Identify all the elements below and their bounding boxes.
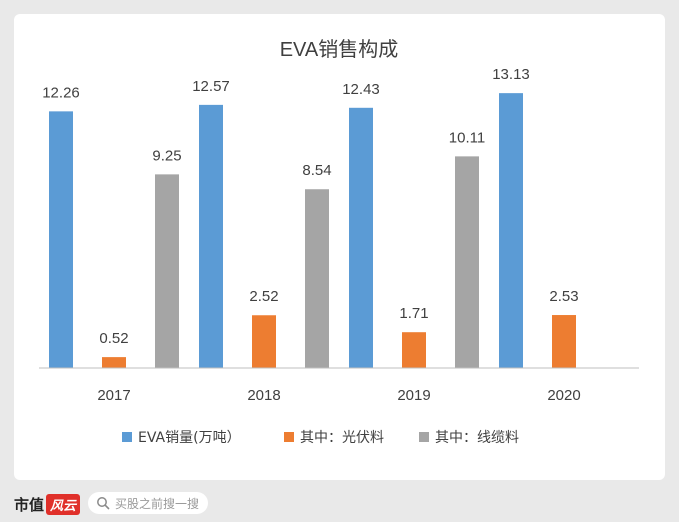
legend-swatch-2	[284, 432, 294, 442]
search-box[interactable]: 买股之前搜一搜	[88, 492, 208, 514]
bar-2019-s2	[402, 332, 426, 368]
legend-swatch-3	[419, 432, 429, 442]
bar-2020-s2	[552, 315, 576, 368]
data-label-2017-s1: 12.26	[42, 84, 80, 101]
data-label-2019-s2: 1.71	[399, 305, 428, 322]
bar-2017-s1	[49, 111, 73, 368]
legend-swatch-1	[122, 432, 132, 442]
search-icon	[97, 497, 110, 510]
bar-2017-s3	[155, 174, 179, 368]
data-label-2019-s3: 10.11	[449, 129, 485, 146]
data-label-2017-s3: 9.25	[152, 147, 181, 164]
footer-bar: 市值 风云 买股之前搜一搜	[0, 486, 679, 522]
data-label-2018-s2: 2.52	[249, 288, 278, 305]
legend-label-1: EVA销量(万吨）	[138, 430, 241, 446]
plot-area: 12.26 0.52 9.25 2017 12.57 2.52 8.54 2018 12.43 1…	[42, 66, 580, 404]
bar-chart: EVA销售构成 12.26 0.52 9.25 2017 12.57 2.52 8.54 20…	[39, 38, 639, 446]
legend: EVA销量(万吨） 其中：光伏料 其中：线缆料	[122, 430, 519, 446]
bar-2018-s2	[252, 315, 276, 368]
brand-name: 市值	[14, 495, 45, 514]
data-label-2018-s3: 8.54	[302, 162, 331, 179]
data-label-2020-s1: 13.13	[492, 66, 530, 83]
data-label-2020-s2: 2.53	[549, 288, 578, 305]
legend-label-3: 其中：线缆料	[435, 430, 519, 446]
search-placeholder: 买股之前搜一搜	[115, 496, 200, 511]
x-tick-2018: 2018	[247, 387, 280, 404]
brand-badge: 风云	[46, 493, 81, 515]
x-tick-2020: 2020	[547, 387, 580, 404]
bar-2018-s1	[199, 104, 223, 369]
brand-logo: 市值 风云	[14, 492, 81, 516]
x-tick-2019: 2019	[397, 387, 430, 404]
chart-title: EVA销售构成	[280, 38, 399, 61]
data-label-2017-s2: 0.52	[99, 330, 128, 347]
chart-card: EVA销售构成 12.26 0.52 9.25 2017 12.57 2.52 8.54 20…	[14, 14, 665, 480]
bar-2019-s3	[455, 156, 479, 368]
data-label-2019-s1: 12.43	[342, 81, 380, 98]
bar-2017-s2	[102, 357, 126, 368]
legend-label-2: 其中：光伏料	[300, 430, 384, 446]
bar-2019-s1	[349, 107, 373, 368]
bar-2020-s1	[499, 93, 523, 369]
data-label-2018-s1: 12.57	[192, 78, 230, 95]
bar-2018-s3	[305, 189, 329, 368]
x-tick-2017: 2017	[97, 387, 130, 404]
